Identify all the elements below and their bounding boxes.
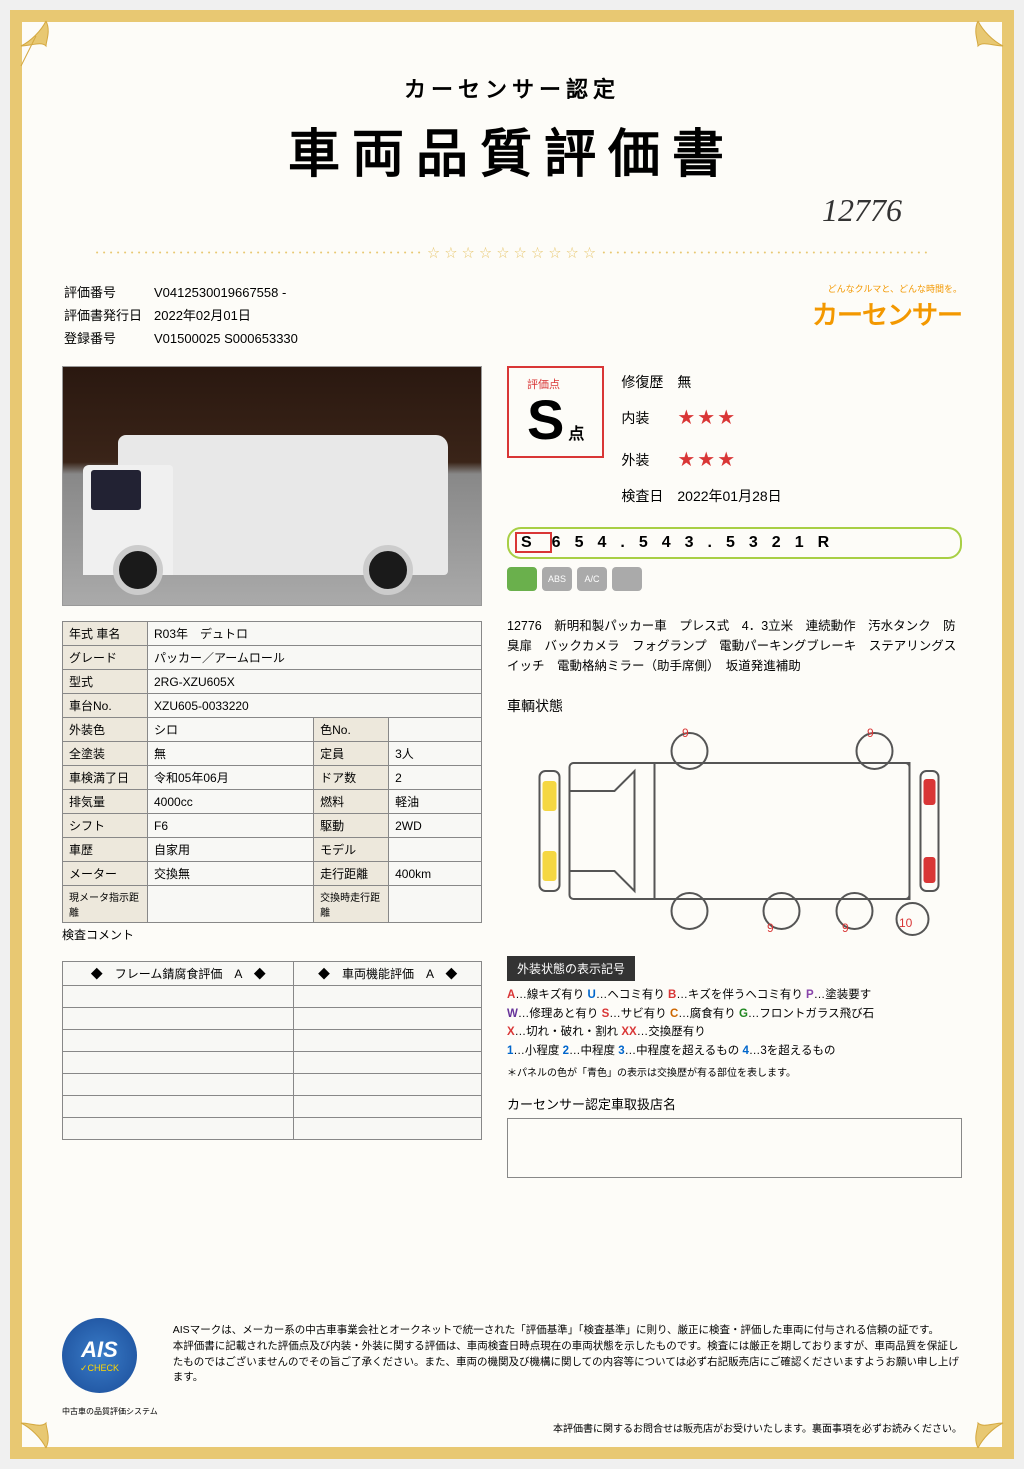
- feature-badges: ABSA/C: [507, 567, 962, 591]
- legend-header: 外装状態の表示記号: [507, 956, 635, 981]
- main-title: 車両品質評価書: [62, 112, 962, 187]
- score-frame: 評価点 S点: [507, 366, 604, 458]
- score-section: 評価点 S点 修復歴無 内装★★★ 外装★★★ 検査日2022年01月28日: [507, 366, 962, 512]
- diagram-title: 車輌状態: [507, 696, 962, 716]
- comment-table: ◆ フレーム錆腐食評価 A ◆◆ 車両機能評価 A ◆: [62, 961, 482, 1140]
- dealer-label: カーセンサー認定車取扱店名: [507, 1094, 962, 1113]
- meta-info: 評価番号V0412530019667558 - 評価書発行日2022年02月01…: [62, 281, 300, 351]
- certificate-page: カーセンサー認定 車両品質評価書 12776 ･････････････････…: [10, 10, 1014, 1459]
- footer: AIS ✓CHECK 中古車の品質評価システム AISマークは、メーカー系の中古…: [62, 1318, 962, 1417]
- corner-ornament: [948, 16, 1008, 76]
- handwritten-number: 12776: [62, 192, 902, 229]
- rating-table: 修復歴無 内装★★★ 外装★★★ 検査日2022年01月28日: [619, 366, 795, 512]
- legend-body: A…線キズ有り U…ヘコミ有り B…キズを伴うヘコミ有り P…塗装要すW…修理あ…: [507, 986, 962, 1060]
- vehicle-description: 12776 新明和製パッカー車 プレス式 4．3立米 連続動作 汚水タンク 防臭…: [507, 616, 962, 676]
- dealer-box: [507, 1118, 962, 1178]
- footer-disclaimer: AISマークは、メーカー系の中古車事業会社とオークネットで統一された「評価基準」…: [173, 1318, 962, 1386]
- score-scale: S654.543.5321R: [507, 527, 962, 559]
- ais-mark: AIS ✓CHECK 中古車の品質評価システム: [62, 1318, 158, 1417]
- spec-table: 年式 車名R03年 デュトロ グレードパッカー／アームロール 型式2RG-XZU…: [62, 621, 482, 923]
- brand-logo: どんなクルマと、どんな時間を。 カーセンサー: [812, 282, 962, 332]
- document-header: カーセンサー認定 車両品質評価書: [62, 72, 962, 187]
- star-divider: ････････････････････････････････････････…: [62, 244, 962, 261]
- vehicle-photo: [62, 366, 482, 606]
- subtitle: カーセンサー認定: [62, 72, 962, 104]
- corner-ornament: [16, 16, 76, 76]
- footer-note: 本評価書に関するお問合せは販売店がお受けいたします。裏面事項を必ずお読みください…: [553, 1420, 962, 1435]
- vehicle-diagram: 999910: [507, 721, 962, 941]
